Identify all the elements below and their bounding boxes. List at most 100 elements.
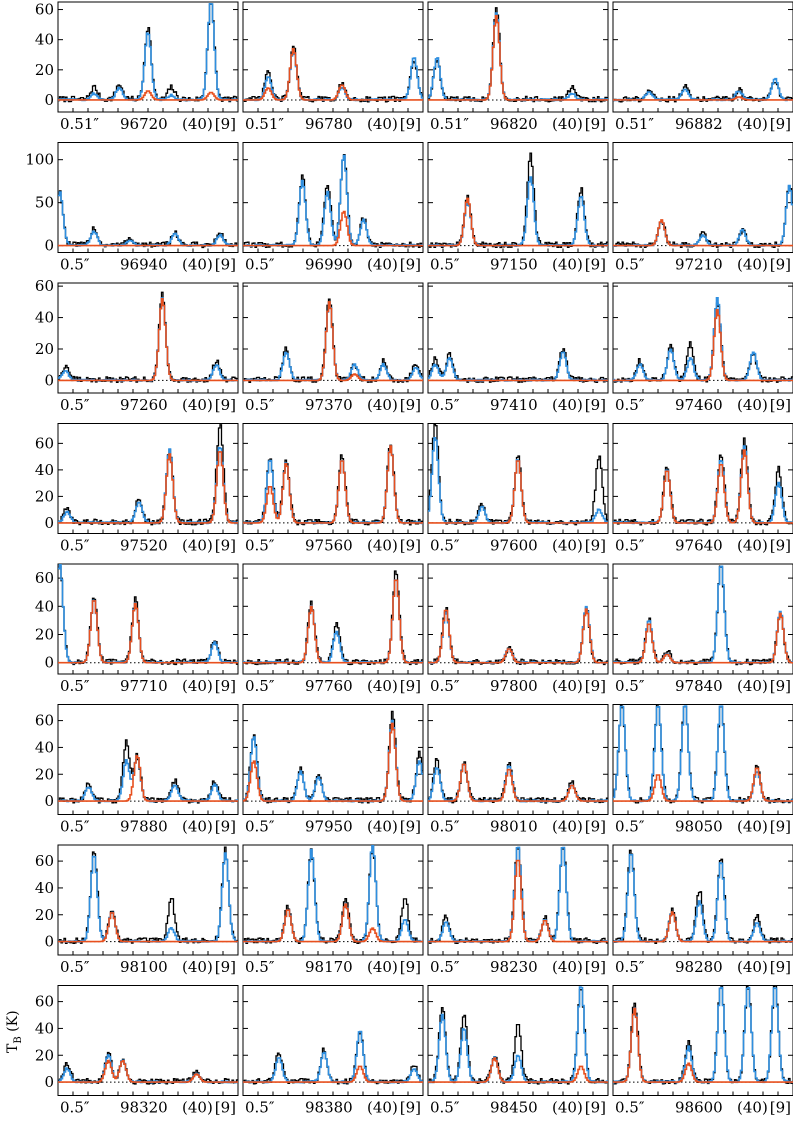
panel-bandwidth-label: (40) (737, 115, 768, 133)
panel-frequency-label: 98320 (120, 1099, 168, 1117)
panel-reference-label: [9] (585, 115, 606, 133)
panel-bandwidth-label: (40) (182, 537, 213, 555)
spectrum-panel: 0 20 40 60 0.5″ 97260 (40) [9] (35, 277, 239, 414)
panel-traces (58, 291, 238, 383)
model-total-spectrum (243, 845, 423, 943)
observed-spectrum (428, 758, 608, 804)
panel-bandwidth-label: (40) (737, 677, 768, 695)
panel-traces (243, 154, 423, 249)
panel-traces (428, 605, 608, 666)
panel-resolution-label: 0.5″ (615, 537, 645, 555)
model-species-spectrum (58, 912, 238, 943)
panel-frequency-label: 98100 (120, 958, 168, 976)
panel-reference-label: [9] (585, 677, 606, 695)
panel-bandwidth-label: (40) (552, 256, 583, 274)
panel-frequency-label: 97150 (490, 256, 538, 274)
panel-resolution-label: 0.5″ (430, 537, 460, 555)
panel-frequency-label: 97950 (305, 818, 353, 836)
panel-resolution-label: 0.5″ (60, 256, 90, 274)
panel-frequency-label: 98450 (490, 1099, 538, 1117)
model-species-spectrum (428, 460, 608, 524)
model-total-spectrum (58, 297, 238, 382)
panel-traces (58, 190, 238, 249)
panel-reference-label: [9] (585, 537, 606, 555)
spectrum-panel: 0.5″ 97560 (40) [9] (242, 423, 424, 555)
panel-reference-label: [9] (215, 115, 236, 133)
observed-spectrum (613, 302, 793, 383)
panel-reference-label: [9] (770, 677, 791, 695)
spectrum-panel: 0.5″ 97640 (40) [9] (612, 423, 793, 555)
panel-frame (612, 423, 793, 534)
observed-spectrum (613, 849, 793, 944)
panel-bandwidth-label: (40) (552, 677, 583, 695)
panel-resolution-label: 0.5″ (245, 677, 275, 695)
model-total-spectrum (428, 846, 608, 943)
panel-resolution-label: 0.51″ (615, 115, 654, 133)
panel-frequency-label: 96780 (305, 115, 353, 133)
panel-traces (613, 437, 793, 526)
panel-traces (58, 846, 238, 945)
model-species-spectrum (428, 14, 608, 101)
observed-spectrum (428, 847, 608, 945)
panel-resolution-label: 0.5″ (430, 818, 460, 836)
panel-resolution-label: 0.5″ (430, 256, 460, 274)
panel-frequency-label: 98170 (305, 958, 353, 976)
y-tick-label: 20 (35, 487, 54, 505)
panel-traces (58, 564, 238, 666)
panel-traces (243, 570, 423, 666)
panel-frequency-label: 98230 (490, 958, 538, 976)
spectrum-panel: 0.5″ 98380 (40) [9] (242, 985, 424, 1117)
y-tick-label: 60 (35, 1, 54, 19)
panel-frequency-label: 97460 (675, 396, 723, 414)
panel-frequency-label: 97880 (120, 818, 168, 836)
spectrum-panel: 0.51″ 96882 (40) [9] (612, 1, 793, 133)
panel-frequency-label: 97560 (305, 537, 353, 555)
panel-reference-label: [9] (400, 677, 421, 695)
panel-reference-label: [9] (585, 396, 606, 414)
panel-frame (427, 1, 609, 113)
observed-spectrum (428, 607, 608, 666)
model-species-spectrum (428, 197, 608, 247)
spectrum-panel: 0.5″ 97150 (40) [9] (427, 142, 609, 274)
model-species-spectrum (58, 298, 238, 382)
panel-frame (57, 142, 239, 253)
y-tick-label: 20 (35, 1046, 54, 1064)
panel-traces (613, 849, 793, 944)
panel-frequency-label: 96720 (120, 115, 168, 133)
panel-traces (613, 77, 793, 103)
panel-bandwidth-label: (40) (367, 396, 398, 414)
panel-frequency-label: 96882 (675, 115, 723, 133)
panel-frequency-label: 97520 (120, 537, 168, 555)
model-total-spectrum (58, 1054, 238, 1084)
y-tick-label: 0 (44, 514, 54, 532)
y-tick-label: 40 (35, 461, 54, 479)
model-species-spectrum (428, 1057, 608, 1083)
panel-frame (427, 423, 609, 534)
y-tick-label: 40 (35, 1019, 54, 1037)
panel-traces (58, 1051, 238, 1085)
model-species-spectrum (243, 445, 423, 524)
spectrum-panel: 0 50 100 0.5″ 96940 (40) [9] (25, 142, 239, 274)
spectrum-panel: 0 20 40 60 0.5″ 97710 (40) [9] (35, 563, 239, 695)
panel-bandwidth-label: (40) (182, 958, 213, 976)
panel-traces (243, 298, 423, 383)
panel-traces (428, 986, 608, 1085)
panel-frequency-label: 97410 (490, 396, 538, 414)
y-tick-label: 20 (35, 626, 54, 644)
panel-resolution-label: 0.5″ (60, 537, 90, 555)
panel-frame (612, 282, 793, 394)
model-species-spectrum (243, 722, 423, 802)
spectrum-panel: 0.5″ 98050 (40) [9] (612, 704, 793, 836)
y-tick-label: 0 (44, 654, 54, 672)
model-species-spectrum (613, 219, 793, 247)
panel-bandwidth-label: (40) (737, 256, 768, 274)
model-species-spectrum (613, 612, 793, 664)
panel-bandwidth-label: (40) (737, 958, 768, 976)
panel-reference-label: [9] (215, 818, 236, 836)
panel-bandwidth-label: (40) (552, 115, 583, 133)
panel-reference-label: [9] (585, 1099, 606, 1117)
model-species-spectrum (613, 911, 793, 943)
panel-bandwidth-label: (40) (737, 396, 768, 414)
panel-resolution-label: 0.5″ (245, 396, 275, 414)
